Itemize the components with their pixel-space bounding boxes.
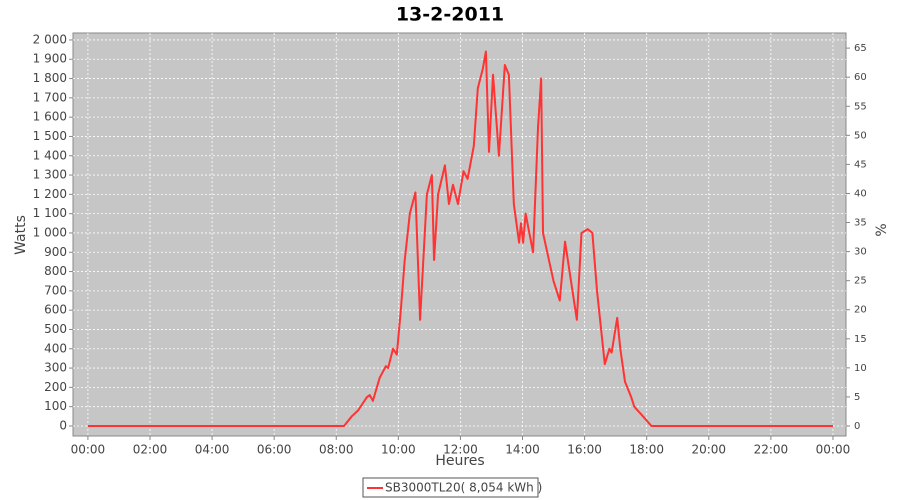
x-tick-label: 14:00 <box>505 443 540 457</box>
x-tick-label: 04:00 <box>195 443 230 457</box>
legend-label: SB3000TL20( 8,054 kWh ) <box>385 481 542 495</box>
y-tick-label: 500 <box>44 322 67 336</box>
y-tick-label: 2 000 <box>33 32 67 46</box>
x-tick-label: 12:00 <box>443 443 478 457</box>
y-tick-label: 1 400 <box>33 148 67 162</box>
x-tick-label: 00:00 <box>816 443 851 457</box>
x-axis-label: Heures <box>435 453 484 469</box>
y-tick-label: 400 <box>44 341 67 355</box>
y-tick-label: 0 <box>59 418 67 432</box>
y2-tick-label: 65 <box>854 43 867 54</box>
plot-area <box>72 32 847 437</box>
y-tick-label: 600 <box>44 303 67 317</box>
chart-title: 13-2-2011 <box>396 4 504 26</box>
y2-tick-label: 0 <box>854 421 860 432</box>
y-tick-label: 200 <box>44 380 67 394</box>
y2-tick-label: 40 <box>854 188 867 199</box>
data-line <box>87 50 833 427</box>
y-tick-label: 800 <box>44 264 67 278</box>
x-tick-label: 16:00 <box>567 443 602 457</box>
y2-tick-label: 15 <box>854 334 867 345</box>
x-tick-label: 10:00 <box>381 443 416 457</box>
y2-tick-label: 10 <box>854 363 867 374</box>
y2-tick-label: 30 <box>854 247 867 258</box>
x-tick-label: 22:00 <box>754 443 789 457</box>
x-tick-label: 08:00 <box>319 443 354 457</box>
y-tick-label: 100 <box>44 399 67 413</box>
y2-tick-label: 35 <box>854 218 867 229</box>
y2-axis-label: % <box>874 223 890 236</box>
y-tick-label: 1 300 <box>33 168 67 182</box>
y2-tick-label: 25 <box>854 276 867 287</box>
y2-tick-label: 60 <box>854 72 867 83</box>
y-tick-label: 1 500 <box>33 129 67 143</box>
y-tick-label: 700 <box>44 283 67 297</box>
y-tick-label: 1 900 <box>33 52 67 66</box>
x-tick-label: 18:00 <box>629 443 664 457</box>
y2-tick-label: 50 <box>854 130 867 141</box>
y-tick-label: 1 100 <box>33 206 67 220</box>
x-tick-label: 20:00 <box>691 443 726 457</box>
y-tick-label: 1 000 <box>33 225 67 239</box>
legend <box>362 477 539 498</box>
x-tick-label: 06:00 <box>257 443 292 457</box>
x-tick-label: 02:00 <box>133 443 168 457</box>
y-tick-label: 1 700 <box>33 90 67 104</box>
y-tick-label: 900 <box>44 245 67 259</box>
y2-tick-label: 55 <box>854 101 867 112</box>
y-tick-label: 1 800 <box>33 71 67 85</box>
y2-tick-label: 5 <box>854 392 860 403</box>
y2-tick-label: 45 <box>854 159 867 170</box>
x-tick-label: 00:00 <box>71 443 106 457</box>
y-tick-label: 1 600 <box>33 110 67 124</box>
y-tick-label: 300 <box>44 361 67 375</box>
y-tick-label: 1 200 <box>33 187 67 201</box>
y2-tick-label: 20 <box>854 305 867 316</box>
y-axis-label: Watts <box>13 215 29 255</box>
